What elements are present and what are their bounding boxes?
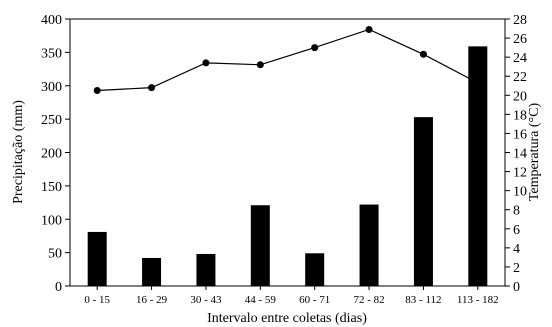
y-tick-label-7: 350: [41, 46, 62, 61]
bar-4: [305, 253, 325, 286]
y-tick-label-0: 0: [55, 280, 62, 295]
y2-axis-label: Temperatura (°C): [527, 103, 542, 202]
bar-2: [196, 253, 216, 286]
bar-7: [468, 46, 488, 287]
y2-tick-label-2: 4: [513, 242, 520, 257]
y2-tick-label-1: 2: [513, 261, 520, 276]
temperature-point-2: [202, 59, 210, 67]
bar-3: [250, 205, 270, 286]
x-tick-label-4: 60 - 71: [299, 294, 330, 306]
x-tick-label-5: 72 - 82: [353, 294, 384, 306]
y2-tick-label-14: 28: [513, 13, 527, 28]
x-tick-label-6: 83 - 112: [405, 294, 441, 306]
plot-frame: [69, 18, 506, 287]
y2-tick-label-0: 0: [513, 280, 520, 295]
y2-tick-label-12: 24: [513, 51, 527, 66]
temperature-line: [97, 28, 479, 92]
x-axis-label: Intervalo entre coletas (dias): [207, 311, 367, 326]
bar-5: [359, 204, 379, 286]
y-tick-label-4: 200: [41, 147, 62, 162]
temperature-point-3: [256, 61, 264, 69]
y-tick-label-8: 400: [41, 13, 62, 28]
y2-tick-label-7: 14: [513, 147, 527, 162]
bar-0: [87, 231, 107, 286]
y2-tick-label-4: 8: [513, 204, 520, 219]
temperature-point-0: [93, 87, 101, 95]
y2-tick-label-6: 12: [513, 166, 527, 181]
y2-tick-label-9: 18: [513, 108, 527, 123]
x-tick-label-0: 0 - 15: [84, 294, 110, 306]
y-tick-label-2: 100: [41, 213, 62, 228]
x-tick-label-1: 16 - 29: [136, 294, 168, 306]
x-tick-label-2: 30 - 43: [190, 294, 222, 306]
y-tick-label-3: 150: [41, 180, 62, 195]
bar-1: [142, 257, 162, 286]
y2-tick-label-5: 10: [513, 185, 527, 200]
y-tick-label-5: 250: [41, 113, 62, 128]
y2-tick-label-3: 6: [513, 223, 520, 238]
y2-tick-label-8: 16: [513, 127, 527, 142]
temperature-point-4: [311, 44, 319, 52]
y-tick-label-6: 300: [41, 80, 62, 95]
temperature-point-6: [419, 50, 427, 58]
x-tick-label-3: 44 - 59: [245, 294, 277, 306]
y-axis-label: Precipitação (mm): [11, 100, 26, 204]
bar-6: [413, 117, 433, 286]
y2-tick-label-13: 26: [513, 32, 527, 47]
temperature-point-7: [474, 79, 482, 87]
y-tick-label-1: 50: [48, 247, 62, 262]
y2-tick-label-11: 22: [513, 70, 527, 85]
x-tick-label-7: 113 - 182: [457, 294, 499, 306]
temperature-point-5: [365, 25, 373, 33]
temperature-point-1: [148, 84, 156, 92]
y2-tick-label-10: 20: [513, 89, 527, 104]
